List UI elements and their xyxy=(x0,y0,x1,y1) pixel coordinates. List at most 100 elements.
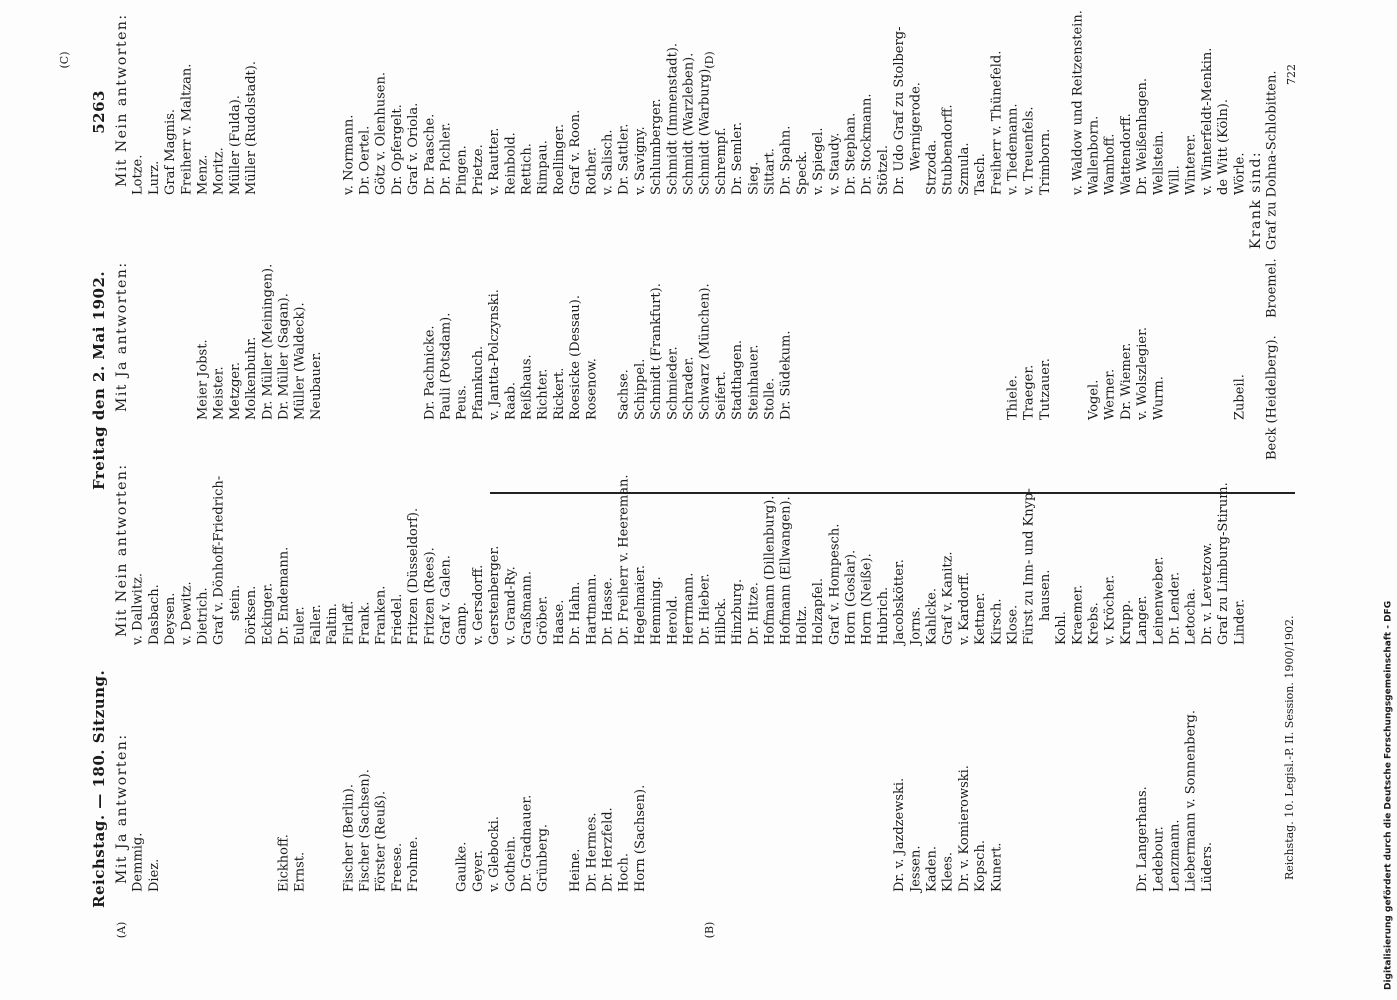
member-name: v. Wolszlegier. xyxy=(1135,327,1150,421)
margin-mark: (B) xyxy=(703,922,716,939)
member-name: Stadthagen. xyxy=(730,340,745,420)
member-name: Schwarz (München). xyxy=(698,283,713,420)
member-name: Lüders. xyxy=(1200,842,1215,892)
member-name: Heine. xyxy=(568,849,583,892)
member-name: Wellstein. xyxy=(1151,130,1166,195)
member-name: Thiele. xyxy=(1006,375,1021,420)
member-name: Seifert. xyxy=(714,371,729,420)
member-name: Szmula. xyxy=(957,143,972,196)
margin-mark: (C) xyxy=(58,52,71,69)
member-name: Stubbendorff. xyxy=(941,105,956,195)
member-name: Kettner. xyxy=(973,593,988,646)
member-name: Dr. Hahn. xyxy=(568,582,583,645)
member-name: Dr. v. Levetzow. xyxy=(1200,542,1215,645)
member-name: Dr. Hieber. xyxy=(698,573,713,645)
member-name: Hubrich. xyxy=(876,587,891,645)
member-name: Dr. v. Komierowski. xyxy=(957,765,972,892)
member-name: Peus. xyxy=(455,385,470,420)
member-name: Schmidt (Immenstadt). xyxy=(665,43,680,195)
member-name: Trimborn. xyxy=(1038,129,1053,195)
member-name: Pfannkuch. xyxy=(471,346,486,420)
member-name: Pauli (Potsdam). xyxy=(439,313,454,420)
member-name: v. Dallwitz. xyxy=(131,573,146,646)
member-name: Linder. xyxy=(1232,599,1247,645)
member-name: Schippel. xyxy=(633,359,648,420)
member-name: Leinenweber. xyxy=(1151,556,1166,645)
member-name: Dr. Pachnicke. xyxy=(422,325,437,420)
member-name: v. Normann. xyxy=(341,115,356,196)
member-name: Dr. Müller (Meiningen). xyxy=(260,264,275,420)
member-name: v. Tiedemann. xyxy=(1006,103,1021,196)
member-name: Stolle. xyxy=(763,378,778,420)
margin-mark: (A) xyxy=(115,922,128,939)
member-name: Molkenbuhr. xyxy=(244,337,259,420)
column-heading: Mit Nein antworten: xyxy=(114,463,130,637)
member-name: Dr. Endemann. xyxy=(277,547,292,645)
member-name: Sittart. xyxy=(763,148,778,195)
member-name: Fürst zu Inn- und Knyp- xyxy=(1022,488,1037,645)
member-name: Sachse. xyxy=(617,369,632,420)
member-name: Franken. xyxy=(374,586,389,645)
member-name: Dr. Müller (Sagan). xyxy=(277,293,292,420)
member-name: Graf v. Hompesch. xyxy=(827,524,842,645)
member-name: Kirsch. xyxy=(989,598,1004,645)
member-name: Langer. xyxy=(1135,595,1150,645)
member-name: v. Grand-Ry. xyxy=(503,566,518,646)
member-name: Jacobskötter. xyxy=(892,559,907,647)
member-name: Schmidt (Warzleben). xyxy=(682,53,697,195)
member-name: Prietze. xyxy=(471,144,486,195)
member-name: Dr. Oertel. xyxy=(358,126,373,195)
member-name: Fritzen (Düsseldorf). xyxy=(406,508,421,645)
member-name: Dr. Paasche. xyxy=(422,114,437,195)
member-name: Hartmann. xyxy=(584,574,599,645)
header-date: Freitag den 2. Mai 1902. xyxy=(90,271,108,490)
member-name: Speck. xyxy=(795,151,810,195)
member-name: Dr. Hermes. xyxy=(584,812,599,892)
member-name: Dr. Lender. xyxy=(1168,572,1183,645)
sick-name: Graf zu Dohna-Schlobitten. xyxy=(1265,71,1280,250)
member-name: Freiherr v. Maltzan. xyxy=(179,64,194,195)
member-name: Dr. v. Jazdzewski. xyxy=(892,778,907,892)
member-name: Dr. Hitze. xyxy=(746,582,761,645)
member-name: Wamhoff. xyxy=(1103,134,1118,195)
member-name: Hilbck. xyxy=(714,598,729,645)
member-name: v. Winterfeldt-Menkin. xyxy=(1200,48,1215,196)
member-name: Dr. Opfergelt. xyxy=(390,104,405,195)
member-name: Moritz. xyxy=(212,147,227,195)
member-name: Meister. xyxy=(212,366,227,420)
sick-heading: Krank sind: xyxy=(1248,151,1264,249)
member-name: Klose. xyxy=(1006,605,1021,645)
member-name: Dr. Spahn. xyxy=(779,126,794,195)
member-name: Lurz. xyxy=(147,161,162,195)
member-name: Kaden. xyxy=(925,846,940,892)
member-name: v. Jantta-Polczynski. xyxy=(487,289,502,421)
member-name: Dr. Langerhans. xyxy=(1135,786,1150,892)
member-name: Gerstenberger. xyxy=(487,546,502,645)
member-name: Holtz. xyxy=(795,605,810,645)
member-name: Faltin. xyxy=(325,603,340,645)
member-name: Haase. xyxy=(552,600,567,645)
member-name: v. Savigny. xyxy=(633,126,648,196)
column-heading: Mit Ja antworten: xyxy=(114,261,130,412)
member-name: v. Glebocki. xyxy=(487,816,502,893)
member-name: v. Treuenfels. xyxy=(1022,106,1037,196)
member-name: Dr. Pichler. xyxy=(439,122,454,195)
member-name: Faller. xyxy=(309,604,324,645)
member-name: Diez. xyxy=(147,859,162,892)
member-name: Traeger. xyxy=(1022,365,1037,420)
member-name: Wörle. xyxy=(1232,152,1247,195)
member-name: Müller (Waldeck). xyxy=(293,302,308,420)
member-name: Eickhoff. xyxy=(277,834,292,892)
member-name: Schrader. xyxy=(682,357,697,420)
member-name: Klees. xyxy=(941,852,956,892)
member-name: Hegelmaier. xyxy=(633,565,648,645)
member-name: Reißhaus. xyxy=(520,354,535,420)
member-name: Stötzel. xyxy=(876,145,891,195)
member-name: Ernst. xyxy=(293,852,308,892)
member-name: Menz. xyxy=(196,155,211,195)
member-name: Dietrich. xyxy=(196,587,211,645)
member-name: Schmidt (Frankfurt). xyxy=(649,283,664,420)
member-name: Letocha. xyxy=(1184,588,1199,645)
member-name: Graf v. Oriola. xyxy=(406,103,421,195)
member-name: Graf zu Limburg-Stirum. xyxy=(1216,482,1231,645)
